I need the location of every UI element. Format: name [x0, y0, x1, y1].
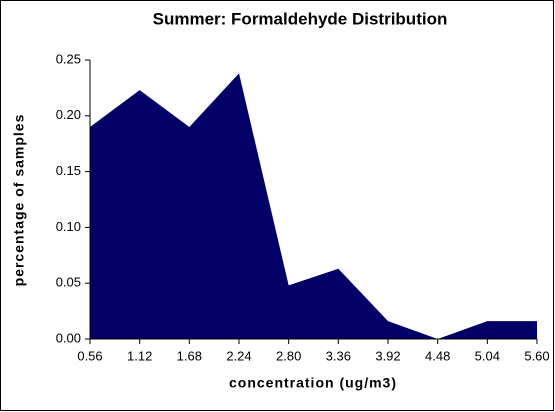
- x-tick-label: 5.04: [475, 348, 500, 363]
- x-tick-label: 4.48: [425, 348, 450, 363]
- chart-title: Summer: Formaldehyde Distribution: [153, 9, 448, 28]
- x-tick-label: 3.36: [326, 348, 351, 363]
- y-tick-label: 0.00: [56, 330, 81, 345]
- y-tick-label: 0.15: [56, 163, 81, 178]
- x-tick-label: 3.92: [375, 348, 400, 363]
- y-axis-title: percentage of samples: [11, 114, 27, 287]
- x-tick-label: 5.60: [524, 348, 549, 363]
- y-tick-label: 0.10: [56, 219, 81, 234]
- y-tick-label: 0.20: [56, 107, 81, 122]
- x-axis-title: concentration (ug/m3): [229, 375, 397, 391]
- x-tick-label: 1.68: [177, 348, 202, 363]
- area: [90, 73, 537, 339]
- x-tick-label: 2.80: [276, 348, 301, 363]
- y-tick-label: 0.05: [56, 275, 81, 290]
- x-tick-label: 2.24: [226, 348, 251, 363]
- x-tick-label: 0.56: [77, 348, 102, 363]
- y-tick-label: 0.25: [56, 51, 81, 66]
- x-tick-label: 1.12: [127, 348, 152, 363]
